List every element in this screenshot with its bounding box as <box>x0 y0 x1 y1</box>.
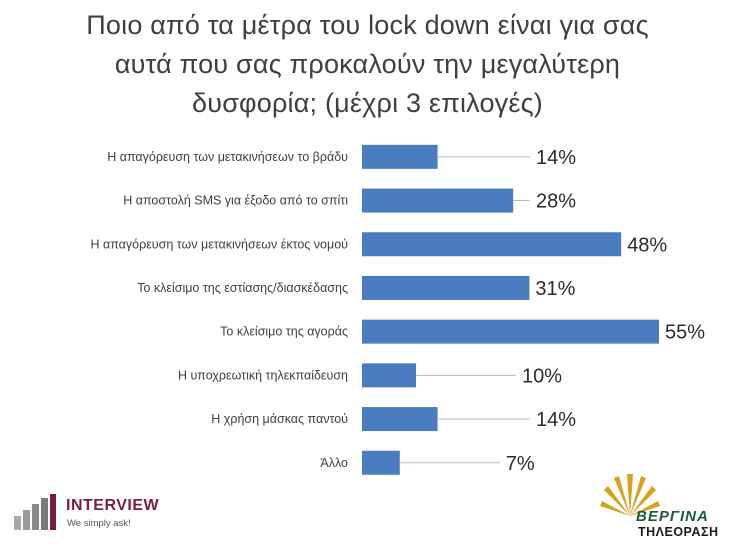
data-label: 28% <box>536 191 576 213</box>
bar <box>362 144 438 169</box>
interview-logo: INTERVIEW We simply ask! <box>14 494 184 534</box>
vergina-logo-subtitle: ΤΗΛΕΟΡΑΣΗ <box>638 525 719 539</box>
category-label: Το κλείσιμο της αγοράς <box>220 325 348 339</box>
interview-logo-name: INTERVIEW <box>66 497 160 514</box>
bar <box>362 363 416 388</box>
chart-title-line-1: Ποιο από τα μέτρα του lock down είναι γι… <box>86 10 649 40</box>
vergina-logo-name: ΒΕΡΓΙΝΑ <box>636 508 709 525</box>
data-label: 7% <box>506 453 535 475</box>
category-label: Άλλο <box>320 456 348 470</box>
category-label: Η χρήση μάσκας παντού <box>211 412 348 426</box>
category-label: Το κλείσιμο της εστίασης/διασκέδασης <box>137 281 348 295</box>
data-label: 31% <box>535 278 575 300</box>
bar <box>362 188 514 213</box>
chart-title: Ποιο από τα μέτρα του lock down είναι γι… <box>0 6 735 123</box>
interview-logo-tagline: We simply ask! <box>67 518 131 529</box>
category-label: Η απαγόρευση των μετακινήσεων έκτος νομο… <box>91 237 349 251</box>
bar <box>362 275 530 300</box>
bar <box>362 319 659 344</box>
chart-title-line-3: δυσφορία; (μέχρι 3 επιλογές) <box>192 88 543 118</box>
bar <box>362 450 400 475</box>
category-label: Η αποστολή SMS για έξοδο από το σπίτι <box>123 194 348 208</box>
bar <box>362 407 438 432</box>
vergina-logo: ΒΕΡΓΙΝΑ ΤΗΛΕΟΡΑΣΗ <box>592 470 732 542</box>
vergina-sun-icon <box>600 474 660 516</box>
category-label: Η απαγόρευση των μετακινήσεων το βράδυ <box>107 150 348 164</box>
data-label: 48% <box>627 234 667 256</box>
category-label: Η υποχρεωτική τηλεκπαίδευση <box>178 368 348 382</box>
data-label: 55% <box>665 322 705 344</box>
chart-title-line-2: αυτά που σας προκαλούν την μεγαλύτερη <box>114 49 621 79</box>
data-label: 10% <box>522 365 562 387</box>
data-label: 14% <box>536 147 576 169</box>
interview-logo-mark <box>14 494 62 534</box>
data-label: 14% <box>536 409 576 431</box>
bar <box>362 232 622 257</box>
